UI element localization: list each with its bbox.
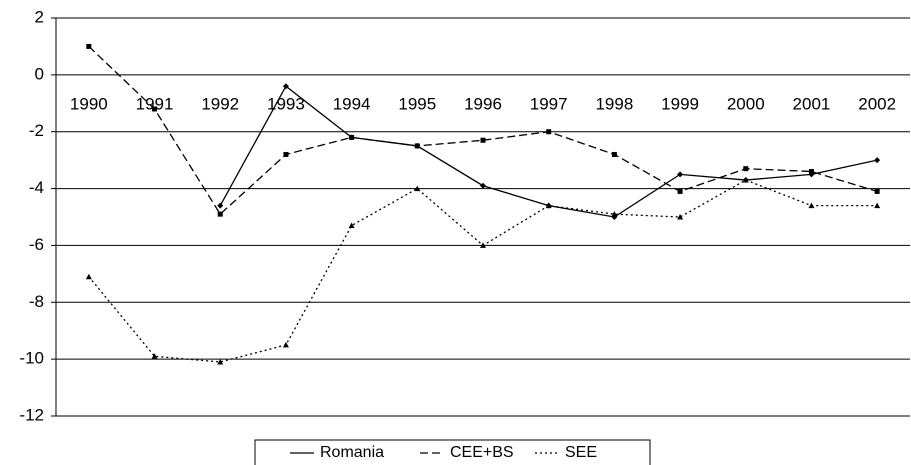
x-tick-label: 2002 — [858, 94, 896, 113]
marker — [282, 341, 289, 348]
x-tick-label: 1997 — [530, 94, 568, 113]
marker — [282, 83, 289, 90]
legend: Romania CEE+BS SEE — [254, 439, 651, 465]
series-line — [88, 179, 878, 363]
marker — [480, 242, 486, 248]
marker — [151, 353, 158, 359]
marker — [742, 177, 749, 183]
marker — [283, 151, 289, 157]
marker — [677, 188, 683, 194]
y-tick-label: -2 — [29, 121, 44, 140]
marker — [414, 143, 420, 149]
marker — [349, 134, 355, 140]
marker — [348, 222, 355, 229]
marker — [217, 358, 224, 365]
legend-box — [254, 439, 651, 465]
marker — [480, 182, 486, 189]
marker — [480, 137, 486, 143]
marker — [808, 202, 815, 209]
marker — [86, 43, 92, 49]
y-tick-label: -6 — [29, 235, 44, 254]
y-tick-label: -12 — [19, 405, 44, 424]
marker — [808, 169, 814, 175]
marker — [611, 151, 617, 157]
y-tick-label: 0 — [35, 64, 44, 83]
x-tick-label: 1992 — [201, 94, 239, 113]
marker — [414, 185, 421, 192]
legend-label: Romania — [320, 444, 384, 461]
marker — [874, 188, 880, 194]
x-tick-label: 1994 — [333, 94, 371, 113]
legend-label: SEE — [565, 444, 597, 461]
y-tick-label: 2 — [35, 7, 44, 26]
y-tick-label: -8 — [29, 292, 44, 311]
marker — [152, 106, 158, 112]
marker — [546, 129, 552, 135]
marker — [874, 157, 881, 164]
x-tick-label: 2001 — [793, 94, 831, 113]
marker — [217, 202, 224, 209]
y-tick-label: -10 — [19, 349, 44, 368]
x-tick-label: 1998 — [595, 94, 633, 113]
marker — [677, 171, 684, 178]
x-tick-label: 1995 — [398, 94, 436, 113]
x-tick-label: 1996 — [464, 94, 502, 113]
marker — [85, 273, 92, 280]
marker — [874, 202, 881, 209]
y-tick-label: -4 — [29, 178, 44, 197]
marker — [743, 166, 749, 172]
x-tick-label: 1993 — [267, 94, 305, 113]
marker — [611, 211, 618, 217]
marker — [677, 214, 684, 220]
marker — [217, 211, 223, 217]
x-tick-label: 1999 — [661, 94, 699, 113]
x-tick-label: 2000 — [727, 94, 765, 113]
legend-label: CEE+BS — [450, 444, 514, 461]
x-tick-label: 1990 — [70, 94, 108, 113]
marker — [545, 202, 552, 209]
